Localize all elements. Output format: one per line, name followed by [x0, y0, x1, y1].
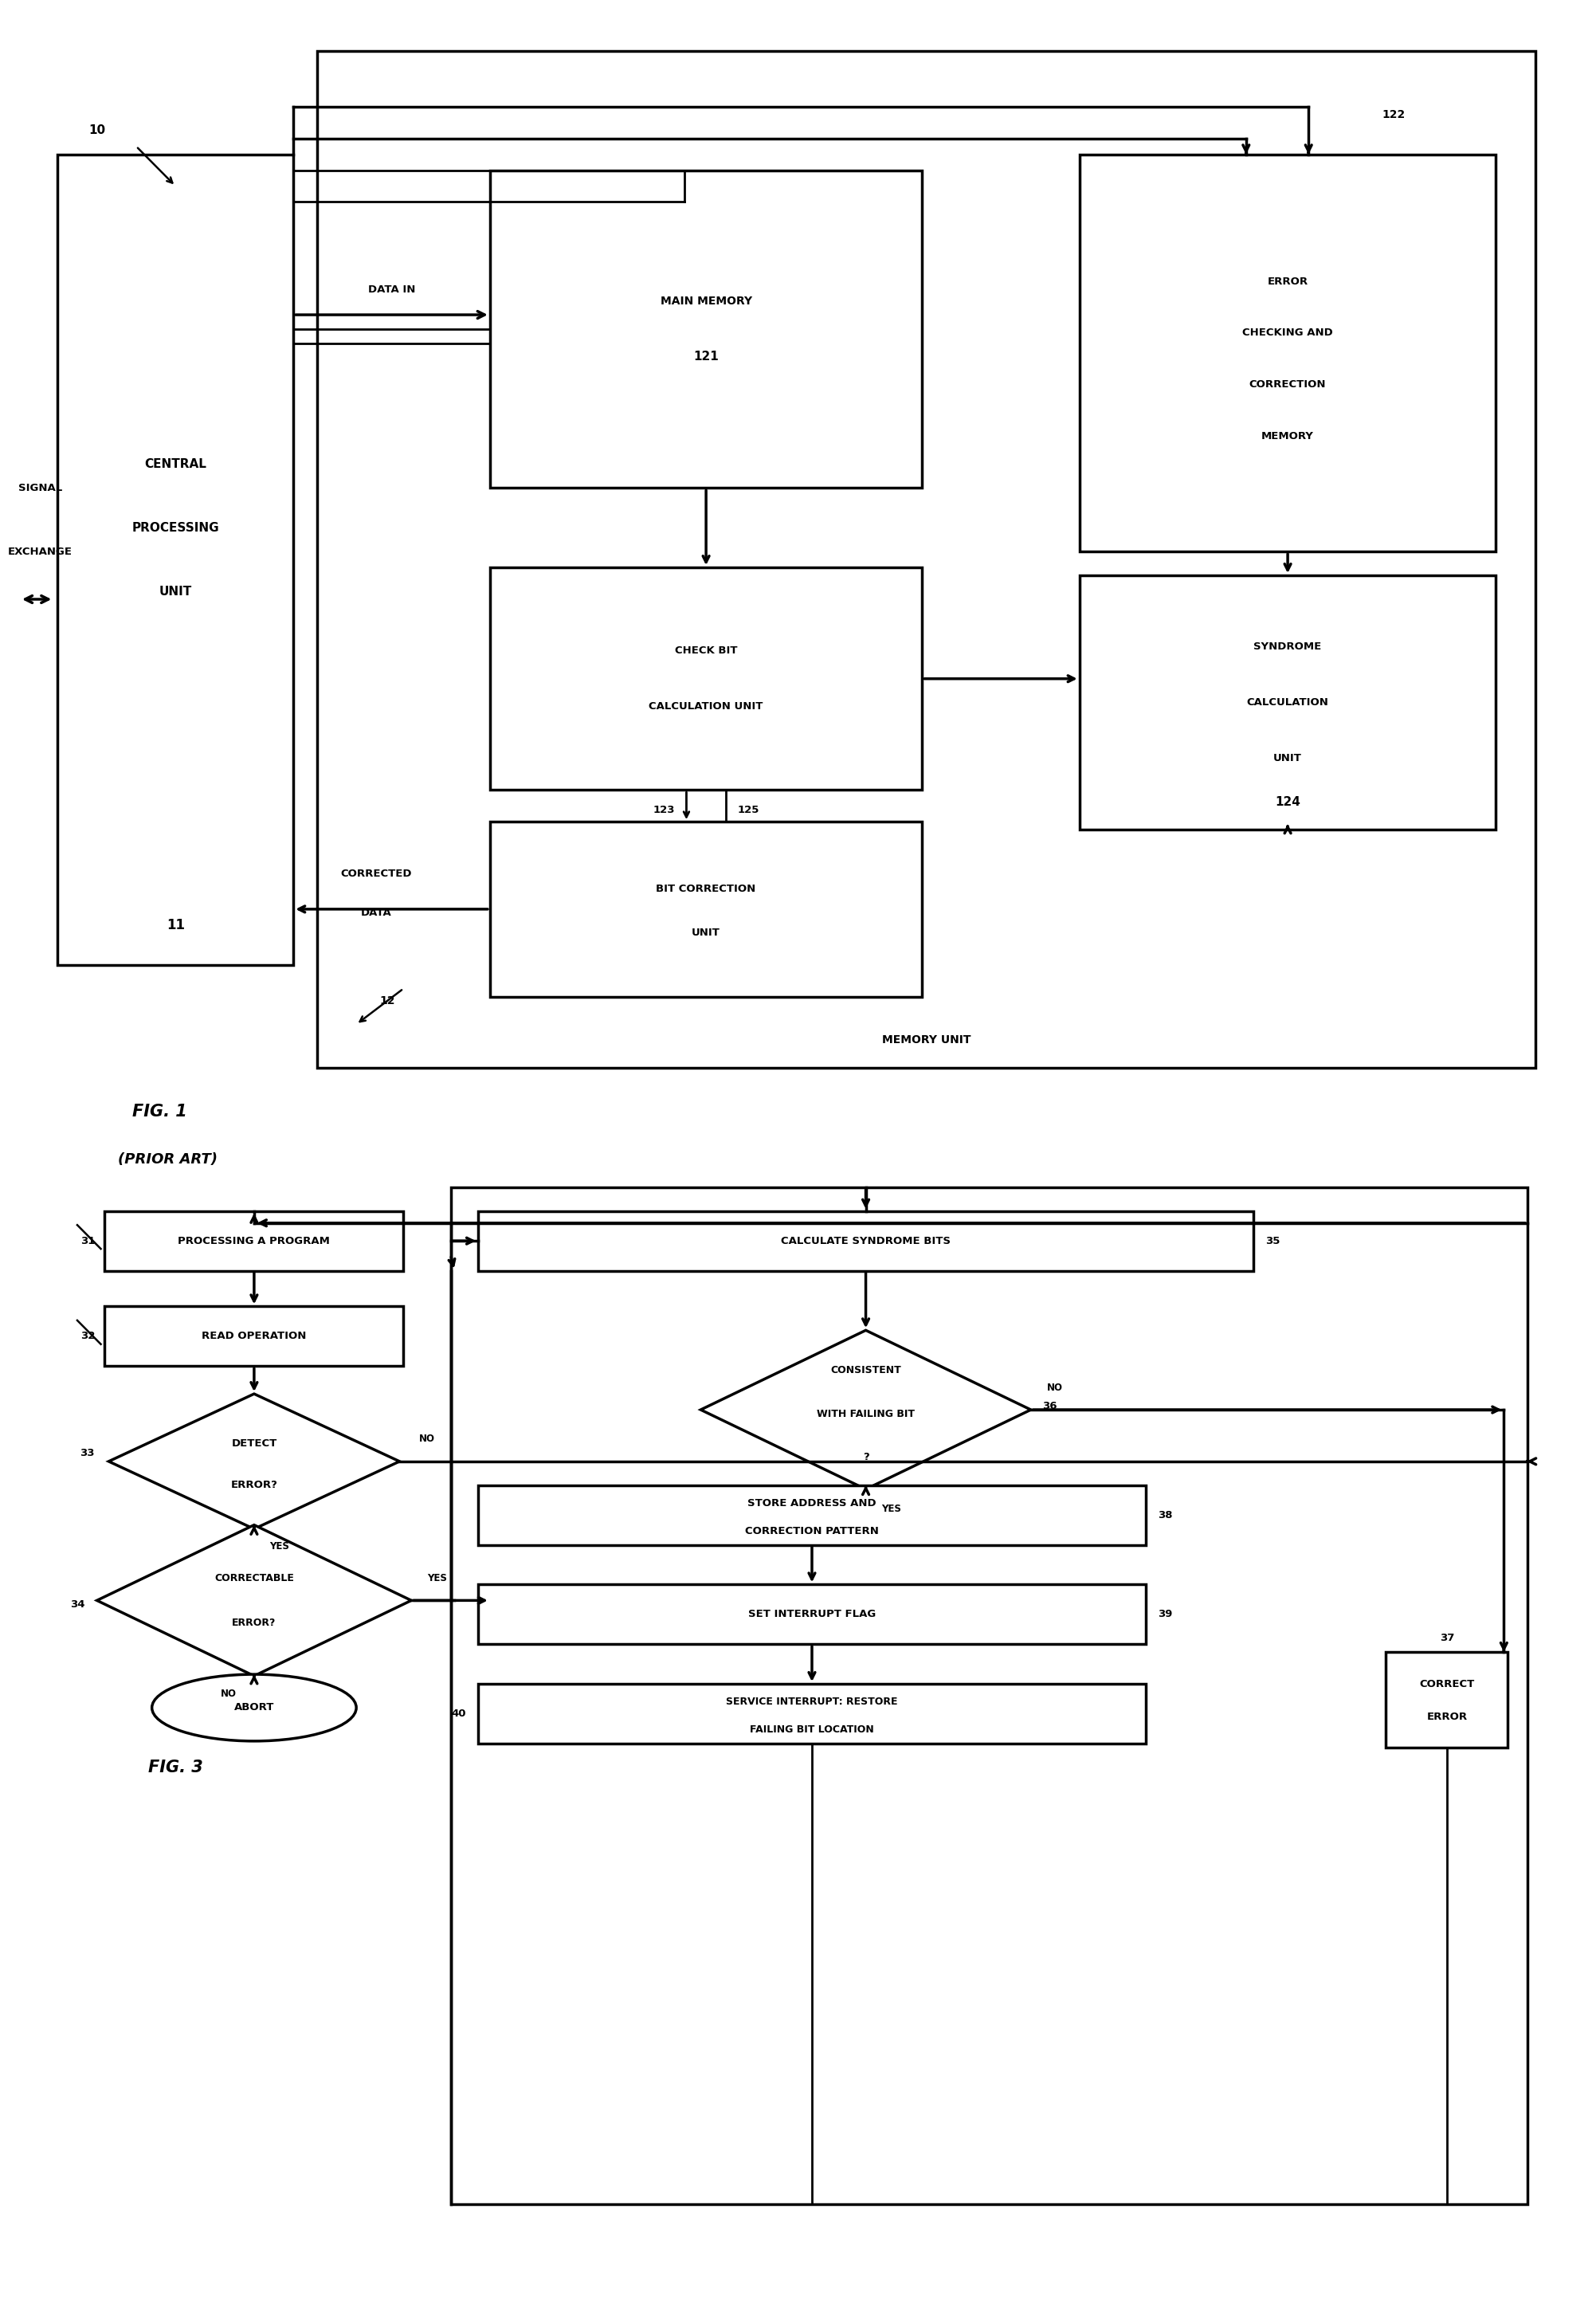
Text: ERROR?: ERROR? — [231, 1481, 278, 1490]
Text: NO: NO — [1047, 1382, 1063, 1393]
Text: 36: 36 — [1042, 1400, 1058, 1412]
Text: 34: 34 — [70, 1598, 85, 1610]
FancyBboxPatch shape — [479, 1211, 1253, 1271]
Text: 40: 40 — [452, 1709, 466, 1718]
Ellipse shape — [152, 1674, 356, 1741]
Text: CORRECTED: CORRECTED — [340, 868, 412, 877]
Text: SIGNAL: SIGNAL — [18, 484, 62, 493]
Text: ERROR: ERROR — [1427, 1711, 1467, 1723]
Text: SET INTERRUPT FLAG: SET INTERRUPT FLAG — [749, 1610, 876, 1619]
Text: CALCULATION: CALCULATION — [1246, 698, 1329, 707]
Text: UNIT: UNIT — [691, 928, 720, 937]
Text: 32: 32 — [81, 1331, 96, 1340]
Text: 31: 31 — [81, 1237, 96, 1246]
Text: WITH FAILING BIT: WITH FAILING BIT — [817, 1409, 915, 1419]
FancyBboxPatch shape — [479, 1485, 1146, 1545]
Text: CORRECT: CORRECT — [1419, 1679, 1475, 1688]
Polygon shape — [97, 1525, 412, 1677]
Text: STORE ADDRESS AND: STORE ADDRESS AND — [747, 1497, 876, 1508]
Text: 10: 10 — [88, 124, 105, 136]
Text: YES: YES — [428, 1573, 447, 1584]
FancyBboxPatch shape — [1079, 576, 1495, 829]
Text: 122: 122 — [1382, 108, 1406, 120]
Text: 11: 11 — [166, 919, 185, 933]
Text: CORRECTION: CORRECTION — [1250, 380, 1326, 389]
Text: PROCESSING A PROGRAM: PROCESSING A PROGRAM — [179, 1237, 330, 1246]
Text: DETECT: DETECT — [231, 1439, 278, 1449]
Text: CHECKING AND: CHECKING AND — [1242, 327, 1333, 339]
Polygon shape — [109, 1393, 399, 1529]
Text: 33: 33 — [80, 1449, 94, 1458]
Text: CORRECTABLE: CORRECTABLE — [214, 1573, 294, 1584]
Text: CALCULATE SYNDROME BITS: CALCULATE SYNDROME BITS — [780, 1237, 951, 1246]
Text: DATA IN: DATA IN — [369, 283, 415, 295]
Text: UNIT: UNIT — [160, 585, 192, 596]
Text: FIG. 3: FIG. 3 — [148, 1759, 203, 1776]
FancyBboxPatch shape — [1385, 1651, 1508, 1748]
Text: 121: 121 — [693, 350, 718, 364]
Text: CORRECTION PATTERN: CORRECTION PATTERN — [745, 1525, 879, 1536]
FancyBboxPatch shape — [105, 1211, 404, 1271]
Text: CENTRAL: CENTRAL — [145, 458, 206, 470]
Text: CALCULATION UNIT: CALCULATION UNIT — [650, 702, 763, 712]
FancyBboxPatch shape — [105, 1306, 404, 1366]
FancyBboxPatch shape — [318, 51, 1535, 1069]
Text: NO: NO — [220, 1688, 236, 1700]
Text: CONSISTENT: CONSISTENT — [830, 1366, 902, 1375]
FancyBboxPatch shape — [490, 822, 922, 997]
Text: (PRIOR ART): (PRIOR ART) — [118, 1152, 217, 1168]
FancyBboxPatch shape — [490, 170, 922, 488]
Text: MEMORY UNIT: MEMORY UNIT — [881, 1034, 970, 1046]
Text: 124: 124 — [1275, 797, 1301, 808]
Text: FIG. 1: FIG. 1 — [132, 1103, 187, 1119]
Text: NO: NO — [420, 1435, 436, 1444]
Text: 39: 39 — [1157, 1610, 1171, 1619]
Text: SERVICE INTERRUPT: RESTORE: SERVICE INTERRUPT: RESTORE — [726, 1697, 899, 1707]
Text: PROCESSING: PROCESSING — [132, 523, 219, 534]
Text: MEMORY: MEMORY — [1261, 431, 1314, 442]
Text: ERROR: ERROR — [1267, 276, 1309, 286]
Text: MAIN MEMORY: MAIN MEMORY — [661, 295, 752, 306]
Text: 12: 12 — [380, 995, 396, 1006]
Text: DATA: DATA — [361, 907, 391, 919]
Text: ABORT: ABORT — [235, 1702, 275, 1713]
Text: 37: 37 — [1440, 1633, 1454, 1642]
Text: YES: YES — [881, 1504, 902, 1515]
Text: FAILING BIT LOCATION: FAILING BIT LOCATION — [750, 1725, 875, 1734]
Text: ERROR?: ERROR? — [231, 1617, 276, 1628]
FancyBboxPatch shape — [479, 1683, 1146, 1743]
Text: CHECK BIT: CHECK BIT — [675, 645, 737, 656]
Text: EXCHANGE: EXCHANGE — [8, 546, 72, 557]
Text: 125: 125 — [737, 804, 760, 815]
FancyBboxPatch shape — [479, 1584, 1146, 1644]
Text: 123: 123 — [653, 804, 675, 815]
FancyBboxPatch shape — [490, 567, 922, 790]
FancyBboxPatch shape — [57, 154, 294, 965]
Text: YES: YES — [270, 1541, 289, 1552]
Text: READ OPERATION: READ OPERATION — [201, 1331, 306, 1340]
FancyBboxPatch shape — [1079, 154, 1495, 553]
FancyBboxPatch shape — [450, 1188, 1527, 2204]
Text: UNIT: UNIT — [1274, 753, 1302, 762]
Text: 35: 35 — [1266, 1237, 1280, 1246]
Text: ?: ? — [863, 1453, 868, 1462]
Text: BIT CORRECTION: BIT CORRECTION — [656, 884, 757, 894]
Polygon shape — [701, 1331, 1031, 1490]
Text: SYNDROME: SYNDROME — [1254, 643, 1321, 652]
Text: 38: 38 — [1157, 1511, 1173, 1520]
